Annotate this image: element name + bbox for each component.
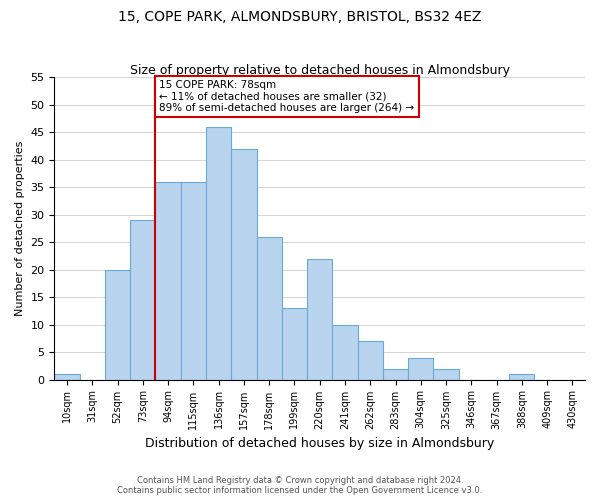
Bar: [155, 182, 181, 380]
Bar: [383, 368, 408, 380]
Bar: [358, 341, 383, 380]
Bar: [408, 358, 433, 380]
Bar: [282, 308, 307, 380]
Bar: [433, 368, 458, 380]
Bar: [130, 220, 155, 380]
Bar: [55, 374, 80, 380]
Bar: [509, 374, 535, 380]
Text: 15, COPE PARK, ALMONDSBURY, BRISTOL, BS32 4EZ: 15, COPE PARK, ALMONDSBURY, BRISTOL, BS3…: [118, 10, 482, 24]
Bar: [257, 236, 282, 380]
Y-axis label: Number of detached properties: Number of detached properties: [15, 140, 25, 316]
Bar: [206, 126, 231, 380]
Text: 15 COPE PARK: 78sqm
← 11% of detached houses are smaller (32)
89% of semi-detach: 15 COPE PARK: 78sqm ← 11% of detached ho…: [159, 80, 415, 113]
Bar: [181, 182, 206, 380]
X-axis label: Distribution of detached houses by size in Almondsbury: Distribution of detached houses by size …: [145, 437, 494, 450]
Bar: [332, 324, 358, 380]
Text: Contains HM Land Registry data © Crown copyright and database right 2024.
Contai: Contains HM Land Registry data © Crown c…: [118, 476, 482, 495]
Bar: [307, 258, 332, 380]
Bar: [231, 148, 257, 380]
Bar: [105, 270, 130, 380]
Title: Size of property relative to detached houses in Almondsbury: Size of property relative to detached ho…: [130, 64, 510, 77]
